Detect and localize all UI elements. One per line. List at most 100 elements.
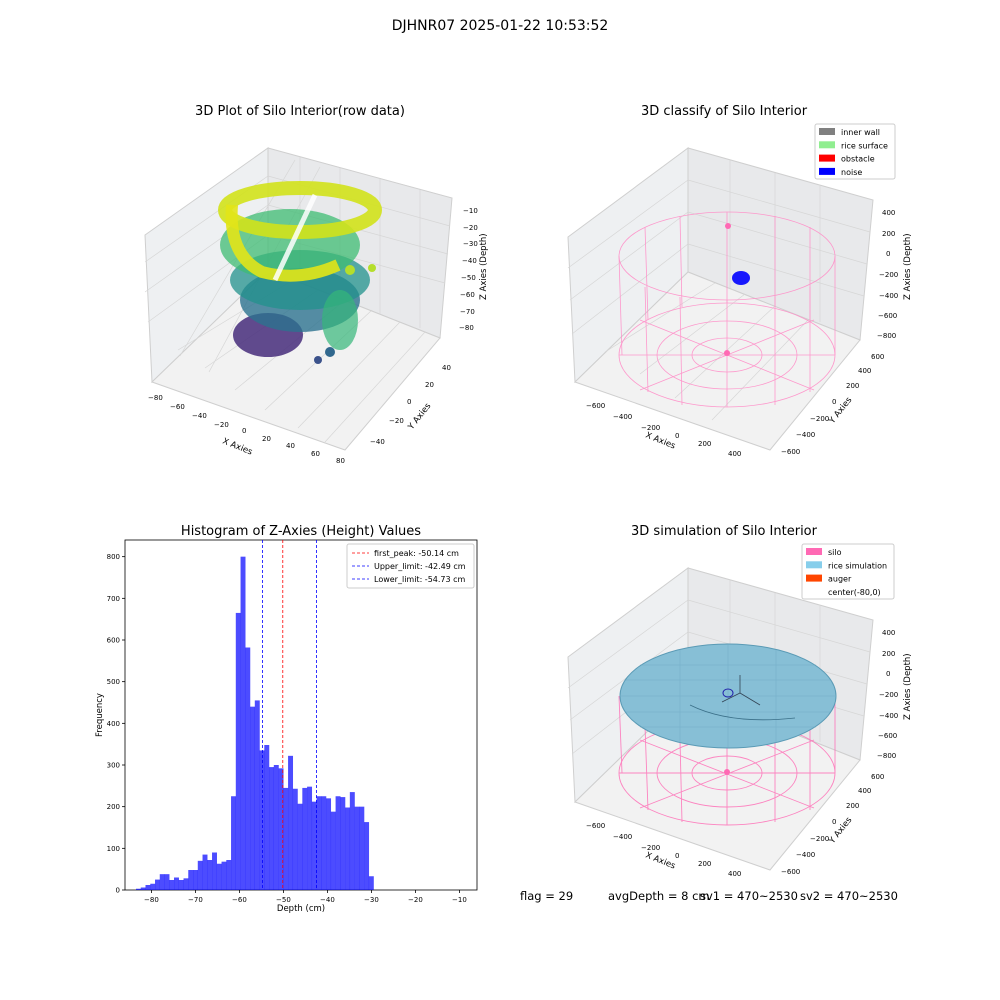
histogram-y-tick-label: 100	[107, 845, 120, 853]
histogram-bar	[349, 792, 355, 890]
histogram-bar	[183, 878, 189, 890]
histogram-x-tick-label: −30	[364, 896, 379, 904]
classify-y-tick: −400	[796, 431, 815, 439]
classify-z-ticks: 400 200 0 −200 −400 −600 −800	[877, 209, 898, 340]
classify-y-tick: 400	[858, 367, 871, 375]
simulation-z-tick: −400	[879, 712, 898, 720]
raw-y-tick: −40	[370, 438, 385, 446]
simulation-legend-label: center(-80,0)	[828, 588, 881, 597]
simulation-x-tick: −600	[586, 822, 605, 830]
simulation-z-tick: 200	[882, 650, 895, 658]
histogram-bar	[193, 870, 198, 890]
histogram-bar	[335, 796, 341, 890]
histogram-bar	[136, 888, 141, 890]
histogram-bar	[340, 797, 346, 890]
classify-legend	[814, 123, 896, 180]
raw-z-tick: −40	[462, 257, 477, 265]
histogram-x-tick-label: −70	[188, 896, 203, 904]
classify-x-tick: −400	[613, 413, 632, 421]
classify-x-tick: 0	[675, 432, 679, 440]
classify-floor-pane	[574, 271, 861, 451]
histogram-bar	[368, 876, 374, 890]
histogram-bar	[326, 798, 332, 890]
simulation-3d-plot: silo rice simulation auger center(-80,0) −6…	[567, 543, 913, 878]
histogram-bar	[221, 861, 227, 890]
histogram-bar	[311, 801, 317, 890]
classify-legend-swatch	[819, 128, 835, 135]
classify-y-tick: 600	[871, 353, 884, 361]
histogram-legend-label: Lower_limit: -54.73 cm	[374, 575, 466, 584]
raw-z-tick: −50	[461, 274, 476, 282]
histogram-bar	[264, 745, 270, 890]
raw-z-label: Z Axies (Depth)	[479, 233, 489, 300]
histogram-bar	[216, 863, 222, 890]
simulation-legend-swatch	[806, 548, 822, 555]
classify-legend-label: inner wall	[841, 128, 880, 137]
classify-x-tick: 200	[698, 440, 711, 448]
histogram-bar	[159, 874, 165, 890]
histogram-x-tick-label: −40	[320, 896, 335, 904]
simulation-surface-contour	[689, 704, 796, 721]
classify-x-ticks: −600 −400 −200 0 200 400	[586, 402, 741, 458]
classify-z-tick: 400	[882, 209, 895, 217]
classify-noise-points	[732, 271, 750, 285]
simulation-legend-label: silo	[828, 548, 842, 557]
classify-legend-label: rice surface	[841, 141, 888, 150]
classify-y-tick: −200	[810, 415, 829, 423]
simulation-legend-label: auger	[828, 575, 852, 584]
raw-plot-title: 3D Plot of Silo Interior(row data)	[195, 104, 405, 119]
histogram-y-tick-label: 700	[107, 595, 120, 603]
histogram-legend-label: first_peak: -50.14 cm	[374, 549, 459, 558]
raw-x-label: X Axies	[221, 437, 254, 458]
simulation-legend	[801, 543, 895, 600]
raw-x-tick: −40	[192, 412, 207, 420]
raw-z-tick: −20	[463, 224, 478, 232]
classify-legend-swatch	[819, 154, 835, 162]
histogram-y-tick-label: 500	[107, 678, 120, 686]
simulation-y-tick: −400	[796, 851, 815, 859]
histogram-bar	[178, 880, 184, 890]
histogram-bar	[278, 768, 284, 890]
histogram-bar	[140, 887, 146, 890]
simulation-legend-swatch	[806, 574, 822, 582]
histogram-y-tick-label: 0	[116, 887, 120, 895]
histogram-y-tick-label: 600	[107, 637, 120, 645]
simulation-x-tick: −200	[641, 844, 660, 852]
histogram-bar	[316, 796, 322, 890]
status-sv1: sv1 = 470~2530	[700, 889, 798, 903]
histogram-bar	[207, 860, 213, 890]
simulation-z-tick: −800	[877, 752, 896, 760]
raw-x-tick: 60	[311, 450, 320, 458]
simulation-y-tick: 600	[871, 773, 884, 781]
status-sv2: sv2 = 470~2530	[800, 889, 898, 903]
histogram-bar	[164, 874, 170, 890]
classify-plot-title: 3D classify of Silo Interior	[640, 104, 808, 119]
histogram-x-tick-label: −60	[232, 896, 247, 904]
classify-z-tick: 0	[886, 250, 890, 258]
histogram-bar	[283, 787, 289, 890]
classify-z-tick: −200	[879, 271, 898, 279]
histogram-y-tick-label: 300	[107, 762, 120, 770]
histogram-bar	[150, 883, 156, 890]
raw-x-ticks: −80 −60 −40 −20 0 20 40 60 80	[148, 394, 345, 465]
raw-y-tick: 20	[425, 381, 434, 389]
histogram-bar	[226, 860, 232, 890]
histogram-bar	[330, 811, 336, 890]
classify-legend-label: noise	[841, 168, 862, 177]
simulation-legend-items: silo rice simulation auger center(-80,0)	[806, 548, 887, 597]
histogram-x-tick-label: −80	[144, 896, 159, 904]
simulation-z-tick: 0	[886, 670, 890, 678]
histogram-bar	[240, 556, 246, 890]
raw-3d-plot: −80 −60 −40 −20 0 20 40 60 80 X Axies −4…	[144, 147, 489, 465]
simulation-z-ticks: 400 200 0 −200 −400 −600 −800	[877, 629, 898, 760]
histogram-bar	[169, 880, 175, 890]
histogram-legend	[346, 543, 475, 589]
raw-point-cloud	[218, 181, 382, 364]
classify-y-tick: −600	[781, 448, 800, 456]
histogram-x-tick-label: −10	[452, 896, 467, 904]
classify-y-ticks: −600 −400 −200 0 200 400 600	[781, 353, 884, 456]
simulation-y-tick: −200	[810, 835, 829, 843]
simulation-z-tick: 400	[882, 629, 895, 637]
classify-legend-swatch	[819, 167, 835, 175]
raw-y-tick: 40	[442, 364, 451, 372]
